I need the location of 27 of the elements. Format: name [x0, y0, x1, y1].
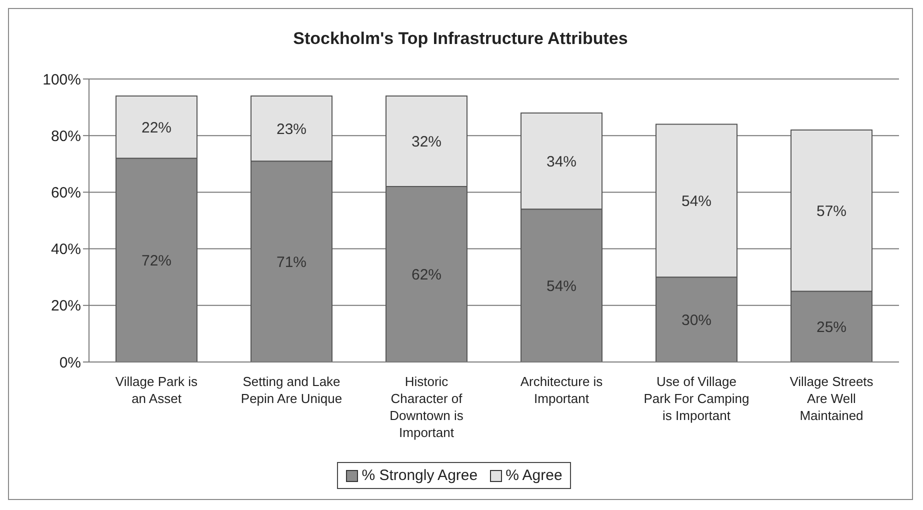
y-tick-label: 0%	[59, 354, 81, 372]
y-tick-label: 20%	[50, 298, 81, 315]
x-tick-label: Village Streets Are Well Maintained	[790, 374, 874, 423]
data-label: 54%	[681, 193, 712, 210]
x-tick-label: Village Park is an Asset	[115, 374, 198, 406]
data-label: 30%	[681, 312, 712, 329]
data-label: 25%	[816, 318, 847, 336]
data-label: 22%	[141, 119, 172, 136]
x-tick-label: Setting and Lake Pepin Are Unique	[240, 374, 342, 406]
data-label: 23%	[276, 120, 307, 138]
data-label: 62%	[411, 266, 442, 284]
y-tick-label: 80%	[50, 128, 81, 145]
data-label: 54%	[546, 278, 577, 295]
data-label: 57%	[816, 202, 847, 220]
x-tick-label: Historic Character of Downtown is Important	[390, 374, 464, 440]
y-tick-label: 60%	[50, 184, 81, 202]
y-tick-label: 40%	[50, 241, 81, 258]
data-label: 32%	[411, 134, 442, 151]
y-tick-label: 100%	[42, 71, 81, 88]
x-tick-label: Use of Village Park For Camping is Important	[644, 374, 750, 423]
data-label: 71%	[276, 254, 307, 271]
legend-label: % Strongly Agree	[360, 467, 478, 484]
chart-title: Stockholm's Top Infrastructure Attributes	[292, 28, 629, 50]
legend-label: % Agree	[504, 467, 562, 484]
data-label: 72%	[141, 252, 172, 270]
data-label: 34%	[546, 153, 577, 170]
x-tick-label: Architecture is Important	[520, 374, 604, 406]
